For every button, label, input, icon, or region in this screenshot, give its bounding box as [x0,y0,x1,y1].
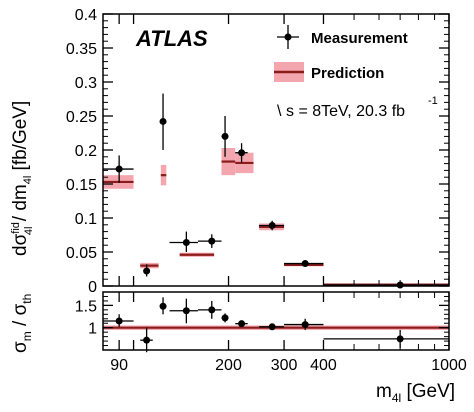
ratio-band [103,325,449,330]
ratio-marker-3 [182,307,190,315]
measurement-point-8 [284,260,324,268]
ratio-point-2 [159,297,167,315]
main-y-axis-title: dσfid4l / dm4l [fb/GeV] [10,101,35,256]
legend-measurement: Measurement [277,25,408,49]
main-y-tick-label: 0.25 [66,109,97,126]
lumi-superscript: -1 [428,95,438,107]
measurement-marker-2 [159,117,167,125]
main-y-tick-label: 0.4 [75,7,97,24]
main-y-tick-label: 0.1 [75,211,97,228]
legend-prediction-label: Prediction [311,65,384,82]
ratio-marker-5 [221,314,229,322]
x-tick-label: 1000 [431,357,467,374]
ratio-plot-frame [102,291,450,351]
measurement-point-5 [221,116,229,157]
measurement-point-0 [103,155,134,183]
ratio-y-tick-label: 1.5 [75,298,97,315]
main-ticks [103,13,450,350]
measurement-marker-8 [301,260,309,268]
main-y-tick-label: 0.35 [66,41,97,58]
ratio-marker-6 [238,320,246,328]
ratio-point-8 [284,318,324,330]
ratio-point-1 [140,327,153,353]
measurement-marker-0 [115,165,123,173]
ratio-marker-2 [159,302,167,310]
x-tick-label: 300 [271,357,298,374]
measurement-marker-5 [221,132,229,140]
x-axis-title: m4l [GeV] [376,381,455,405]
ratio-marker-4 [208,306,216,314]
ratio-point-6 [235,320,248,328]
legend: Measurement Prediction [274,25,408,82]
measurement-point-3 [169,231,198,252]
ratio-y-axis-title: σm / σth [10,294,34,353]
energy-lumi-text: s = 8TeV, 20.3 fb [286,103,405,120]
measurement-point-1 [143,264,151,277]
ratio-point-5 [221,313,229,323]
main-y-tick-labels: 0 0.05 0.1 0.15 0.2 0.25 0.3 0.35 0.4 [66,7,97,296]
ratio-marker-8 [301,321,309,329]
main-y-tick-label: 0 [88,279,97,296]
measurement-point-2 [159,93,167,150]
measurement-point-6 [235,143,248,163]
measurement-marker-4 [208,237,216,245]
sqrt-symbol: \ [277,103,282,120]
main-y-tick-label: 0.3 [75,75,97,92]
measurement-point-4 [197,234,222,248]
ratio-point-0 [103,314,134,327]
measurement-marker-6 [238,149,246,157]
ratio-marker-0 [115,317,123,325]
x-tick-label: 400 [310,357,337,374]
measurement-points [103,93,449,289]
ratio-point-7 [259,323,285,331]
measurement-point-7 [259,220,285,231]
ratio-point-4 [197,300,222,319]
measurement-point-9 [323,281,449,289]
ratio-point-9 [323,329,449,348]
x-tick-label: 200 [215,357,242,374]
prediction-lines [103,160,449,286]
ratio-panel: 11.5 90 200 300 400 1000 [75,291,467,374]
ratio-marker-1 [143,336,151,344]
main-y-tick-label: 0.05 [66,245,97,262]
ratio-points [103,297,449,353]
main-plot-frame [102,13,450,287]
ratio-marker-7 [268,323,276,331]
legend-prediction: Prediction [274,62,384,82]
legend-measurement-marker [284,33,292,41]
main-y-tick-label: 0.15 [66,177,97,194]
x-tick-label: 90 [110,357,128,374]
ratio-y-tick-labels: 11.5 [75,298,97,337]
measurement-marker-7 [268,221,276,229]
main-panel: 0 0.05 0.1 0.15 0.2 0.25 0.3 0.35 0.4 [66,7,450,350]
x-tick-labels: 90 200 300 400 1000 [110,357,467,374]
ratio-y-tick-label: 1 [88,321,97,338]
main-y-tick-label: 0.2 [75,143,97,160]
measurement-marker-1 [143,267,151,275]
ratio-ticks [103,295,449,347]
energy-lumi-label: \ s = 8TeV, 20.3 fb -1 [277,95,438,120]
experiment-label: ATLAS [135,26,208,51]
legend-measurement-label: Measurement [311,30,408,47]
ratio-point-3 [169,298,198,324]
ratio-marker-9 [396,335,404,343]
measurement-marker-3 [182,238,190,246]
